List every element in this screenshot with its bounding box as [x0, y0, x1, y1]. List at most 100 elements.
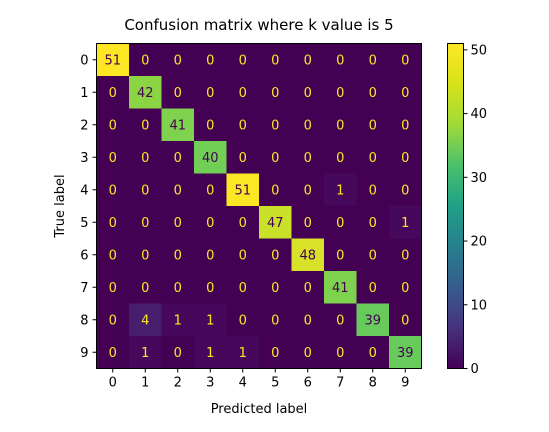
cell-value-label: 0: [174, 151, 182, 166]
x-tick-label: 9: [401, 376, 409, 391]
heatmap-cell: [194, 303, 227, 337]
heatmap-cell: [96, 238, 130, 272]
heatmap-cell: [291, 336, 325, 369]
heatmap-cell: [324, 141, 357, 174]
heatmap-cell: [226, 43, 260, 77]
heatmap-cell: [226, 141, 260, 174]
plot-frame: [96, 43, 422, 369]
heatmap-cell: [259, 303, 292, 337]
cell-value-label: 0: [304, 86, 312, 101]
cell-value-label: 0: [141, 216, 149, 231]
cell-value-label: 42: [137, 86, 154, 101]
heatmap-cell: [129, 141, 162, 174]
heatmap-cell: [324, 43, 357, 77]
heatmap-cell: [324, 303, 357, 337]
cell-value-label: 0: [304, 346, 312, 361]
cell-value-label: 0: [174, 53, 182, 68]
cell-value-label: 0: [174, 183, 182, 198]
cell-value-label: 0: [271, 151, 279, 166]
heatmap-cell: [389, 238, 422, 272]
heatmap-cell: [194, 238, 227, 272]
cell-value-label: 0: [304, 281, 312, 296]
heatmap-cell: [226, 173, 260, 207]
cell-value-label: 0: [304, 313, 312, 328]
cell-value-label: 41: [332, 281, 349, 296]
cell-value-label: 0: [401, 281, 409, 296]
heatmap-cell: [356, 141, 390, 174]
heatmap-cell: [129, 336, 162, 369]
cell-value-label: 0: [401, 118, 409, 133]
heatmap-cell: [96, 303, 130, 337]
heatmap-cell: [324, 206, 357, 239]
colorbar-ticks: 0 10 20 30 40 50: [463, 43, 488, 377]
cell-value-label: 0: [239, 313, 247, 328]
heatmap-cell: [161, 336, 195, 369]
heatmap-cell: [389, 173, 422, 207]
x-axis-label: Predicted label: [211, 402, 308, 417]
cell-value-label: 1: [239, 346, 247, 361]
cell-value-label: 1: [141, 346, 149, 361]
heatmap-cell: [194, 108, 227, 142]
cell-value-label: 0: [206, 248, 214, 263]
cell-value-label: 0: [174, 86, 182, 101]
cell-value-label: 0: [369, 346, 377, 361]
heatmap-cell: [356, 238, 390, 272]
heatmap-cell: [291, 206, 325, 239]
heatmap-cell: [291, 303, 325, 337]
heatmap-cell: [324, 271, 357, 304]
x-tick-label: 1: [141, 376, 149, 391]
cell-value-label: 0: [271, 281, 279, 296]
heatmap-cell: [389, 76, 422, 109]
cell-value-label: 1: [206, 313, 214, 328]
cell-value-label: 0: [336, 151, 344, 166]
cell-value-label: 47: [267, 216, 284, 231]
heatmap-cell: [356, 206, 390, 239]
heatmap-cell: [389, 271, 422, 304]
cell-value-label: 0: [174, 216, 182, 231]
y-tick-label: 9: [80, 346, 88, 361]
colorbar-tick-label: 0: [471, 362, 479, 377]
x-tick-label: 4: [239, 376, 247, 391]
heatmap-cell: [194, 141, 227, 174]
cell-value-label: 48: [299, 248, 316, 263]
heatmap-cell: [324, 238, 357, 272]
y-tick-label: 3: [80, 151, 88, 166]
heatmap-cell: [161, 141, 195, 174]
heatmap-cell: [259, 141, 292, 174]
cell-value-label: 0: [401, 183, 409, 198]
chart-title: Confusion matrix where k value is 5: [124, 16, 393, 34]
heatmap-cell: [129, 108, 162, 142]
cell-value-label: 0: [369, 151, 377, 166]
heatmap-cell: [161, 76, 195, 109]
y-tick-label: 7: [80, 281, 88, 296]
heatmap-cell: [259, 238, 292, 272]
cell-value-label: 0: [206, 183, 214, 198]
cell-value-label: 0: [141, 183, 149, 198]
y-tick-label: 2: [80, 118, 88, 133]
cell-value-label: 0: [206, 86, 214, 101]
cell-value-label: 0: [369, 118, 377, 133]
cell-value-label: 51: [104, 53, 121, 68]
cell-value-label: 0: [141, 151, 149, 166]
x-tick-label: 2: [174, 376, 182, 391]
colorbar-tick-label: 20: [471, 235, 488, 250]
heatmap-cell: [291, 141, 325, 174]
cell-value-label: 0: [271, 183, 279, 198]
heatmap-cell: [96, 173, 130, 207]
heatmap-cell: [259, 173, 292, 207]
cell-value-label: 0: [304, 118, 312, 133]
x-tick-label: 7: [336, 376, 344, 391]
cell-value-label: 1: [401, 216, 409, 231]
heatmap-cell: [356, 173, 390, 207]
cell-value-label: 51: [234, 183, 251, 198]
heatmap-cell: [129, 43, 162, 77]
cell-value-label: 0: [206, 118, 214, 133]
cell-value-label: 0: [239, 118, 247, 133]
cell-value-label: 39: [364, 313, 381, 328]
heatmap-cell: [161, 206, 195, 239]
cell-value-label: 0: [304, 151, 312, 166]
cell-value-label: 0: [239, 86, 247, 101]
heatmap-cell: [96, 43, 130, 77]
heatmap-cell: [389, 206, 422, 239]
